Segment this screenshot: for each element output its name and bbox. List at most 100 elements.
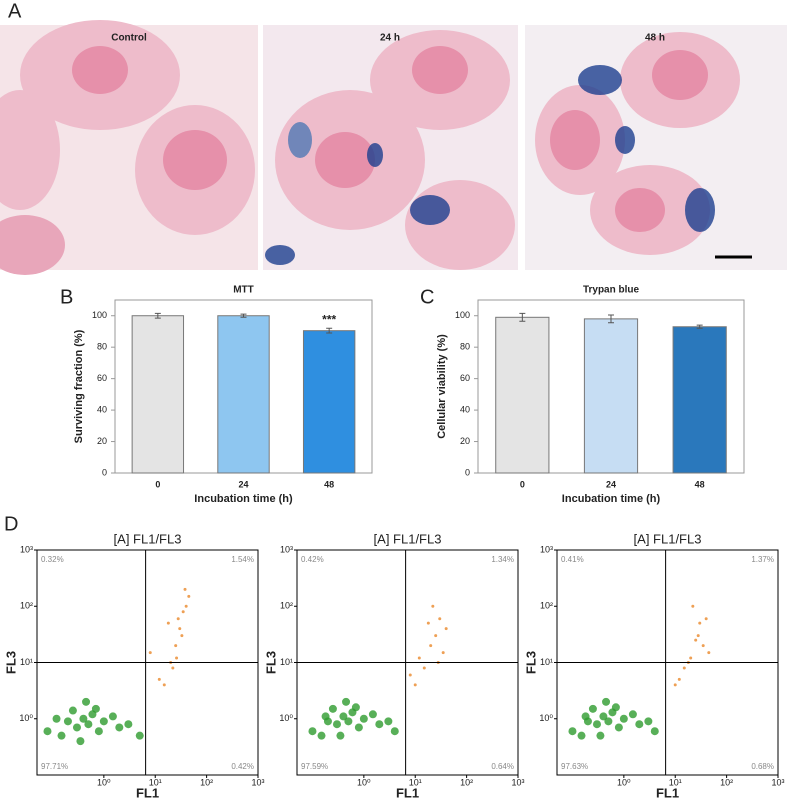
point <box>682 666 686 670</box>
y-tick-label: 40 <box>460 404 470 414</box>
nucleus <box>315 132 375 188</box>
point <box>183 587 187 591</box>
point <box>592 720 601 729</box>
point <box>317 731 326 740</box>
x-tick-label: 0 <box>520 479 525 489</box>
point <box>184 604 188 608</box>
point <box>691 604 695 608</box>
y-tick-label: 10² <box>280 601 293 611</box>
point <box>359 714 368 723</box>
y-tick-label: 20 <box>460 436 470 446</box>
bar <box>495 316 550 474</box>
x-axis-label: FL1 <box>136 785 159 800</box>
quadrant-percent: 0.68% <box>751 762 774 771</box>
point <box>175 656 179 660</box>
quadrant-percent: 1.37% <box>751 555 774 564</box>
point <box>43 727 52 736</box>
panel-label: C <box>420 286 434 308</box>
quadrant-percent: 0.42% <box>231 762 254 771</box>
error-bar <box>608 314 614 324</box>
point <box>696 634 700 638</box>
chart-title: [A] FL1/FL3 <box>374 531 442 546</box>
x-axis-label: FL1 <box>396 785 419 800</box>
y-tick-label: 10² <box>540 601 553 611</box>
point <box>171 666 175 670</box>
point <box>339 712 348 721</box>
quadrant-percent: 97.71% <box>41 762 68 771</box>
y-tick-label: 10⁰ <box>19 713 33 723</box>
x-tick-label: 10² <box>200 777 213 787</box>
x-tick-label: 24 <box>606 479 616 489</box>
y-axis-label: FL3 <box>263 651 278 674</box>
x-tick-label: 10¹ <box>409 777 422 787</box>
point <box>568 727 577 736</box>
point <box>707 651 711 655</box>
y-axis-label: FL3 <box>3 651 18 674</box>
point <box>577 731 586 740</box>
point <box>63 717 72 726</box>
point <box>689 656 693 660</box>
y-tick-label: 80 <box>460 342 470 352</box>
bar <box>217 315 270 474</box>
point <box>441 651 445 655</box>
point <box>342 697 351 706</box>
y-tick-label: 10¹ <box>540 657 553 667</box>
point <box>413 683 417 687</box>
y-axis-label: FL3 <box>523 651 538 674</box>
y-tick-label: 0 <box>465 467 470 477</box>
point <box>444 627 448 631</box>
point <box>108 712 117 721</box>
point <box>91 704 100 713</box>
point <box>635 720 644 729</box>
y-tick-label: 10¹ <box>20 657 33 667</box>
x-tick-label: 10⁰ <box>617 777 631 787</box>
point <box>611 703 620 712</box>
point <box>76 737 85 746</box>
x-tick-label: 0 <box>155 479 160 489</box>
point <box>581 712 590 721</box>
y-tick-label: 100 <box>455 310 470 320</box>
point <box>614 723 623 732</box>
quadrant-percent: 97.59% <box>301 762 328 771</box>
micrographs: Control 24 h 48 h <box>0 20 787 275</box>
point <box>176 617 180 621</box>
chart-title: [A] FL1/FL3 <box>634 531 702 546</box>
y-axis-label: Surviving fraction (%) <box>73 329 85 443</box>
x-tick-label: 24 <box>238 479 248 489</box>
point <box>94 727 103 736</box>
point <box>368 710 377 719</box>
point <box>328 704 337 713</box>
panel-label: A <box>8 0 22 22</box>
image-label: 48 h <box>645 33 665 44</box>
bar <box>583 318 639 474</box>
x-tick-label: 10² <box>720 777 733 787</box>
y-tick-label: 60 <box>97 373 107 383</box>
error-bar <box>696 324 703 329</box>
panel-label: D <box>4 513 18 535</box>
point <box>698 621 702 625</box>
y-tick-label: 40 <box>97 404 107 414</box>
point <box>72 723 81 732</box>
y-tick-label: 0 <box>102 467 107 477</box>
chart-title: [A] FL1/FL3 <box>114 531 182 546</box>
nucleus <box>615 188 665 232</box>
panel-label: B <box>60 286 73 308</box>
point <box>417 656 421 660</box>
y-tick-label: 10⁰ <box>539 713 553 723</box>
error-bar <box>326 327 333 334</box>
bar <box>672 326 727 474</box>
point <box>677 677 681 681</box>
nucleus <box>163 130 227 190</box>
point <box>336 731 345 740</box>
point <box>115 723 124 732</box>
point <box>431 604 435 608</box>
blue-deposit <box>367 143 383 167</box>
error-bar <box>240 313 247 318</box>
point <box>344 717 353 726</box>
x-axis-label: FL1 <box>656 785 679 800</box>
y-tick-label: 10³ <box>280 544 293 554</box>
y-tick-label: 80 <box>97 342 107 352</box>
point <box>135 731 144 740</box>
quadrant-percent: 1.34% <box>491 555 514 564</box>
